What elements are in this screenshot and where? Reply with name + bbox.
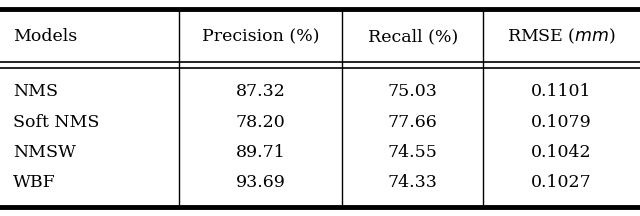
Text: 93.69: 93.69 — [236, 174, 285, 191]
Text: 78.20: 78.20 — [236, 114, 285, 130]
Text: 74.33: 74.33 — [388, 174, 438, 191]
Text: NMS: NMS — [13, 83, 58, 100]
Text: 75.03: 75.03 — [388, 83, 438, 100]
Text: 87.32: 87.32 — [236, 83, 285, 100]
Text: Soft NMS: Soft NMS — [13, 114, 99, 130]
Text: Precision (%): Precision (%) — [202, 28, 319, 45]
Text: Models: Models — [13, 28, 77, 45]
Text: 0.1042: 0.1042 — [531, 144, 592, 161]
Text: 74.55: 74.55 — [388, 144, 438, 161]
Text: Recall (%): Recall (%) — [367, 28, 458, 45]
Text: 0.1079: 0.1079 — [531, 114, 592, 130]
Text: 77.66: 77.66 — [388, 114, 438, 130]
Text: WBF: WBF — [13, 174, 56, 191]
Text: 0.1027: 0.1027 — [531, 174, 592, 191]
Text: 0.1101: 0.1101 — [531, 83, 592, 100]
Text: NMSW: NMSW — [13, 144, 76, 161]
Text: RMSE ($mm$): RMSE ($mm$) — [507, 27, 616, 46]
Text: 89.71: 89.71 — [236, 144, 285, 161]
